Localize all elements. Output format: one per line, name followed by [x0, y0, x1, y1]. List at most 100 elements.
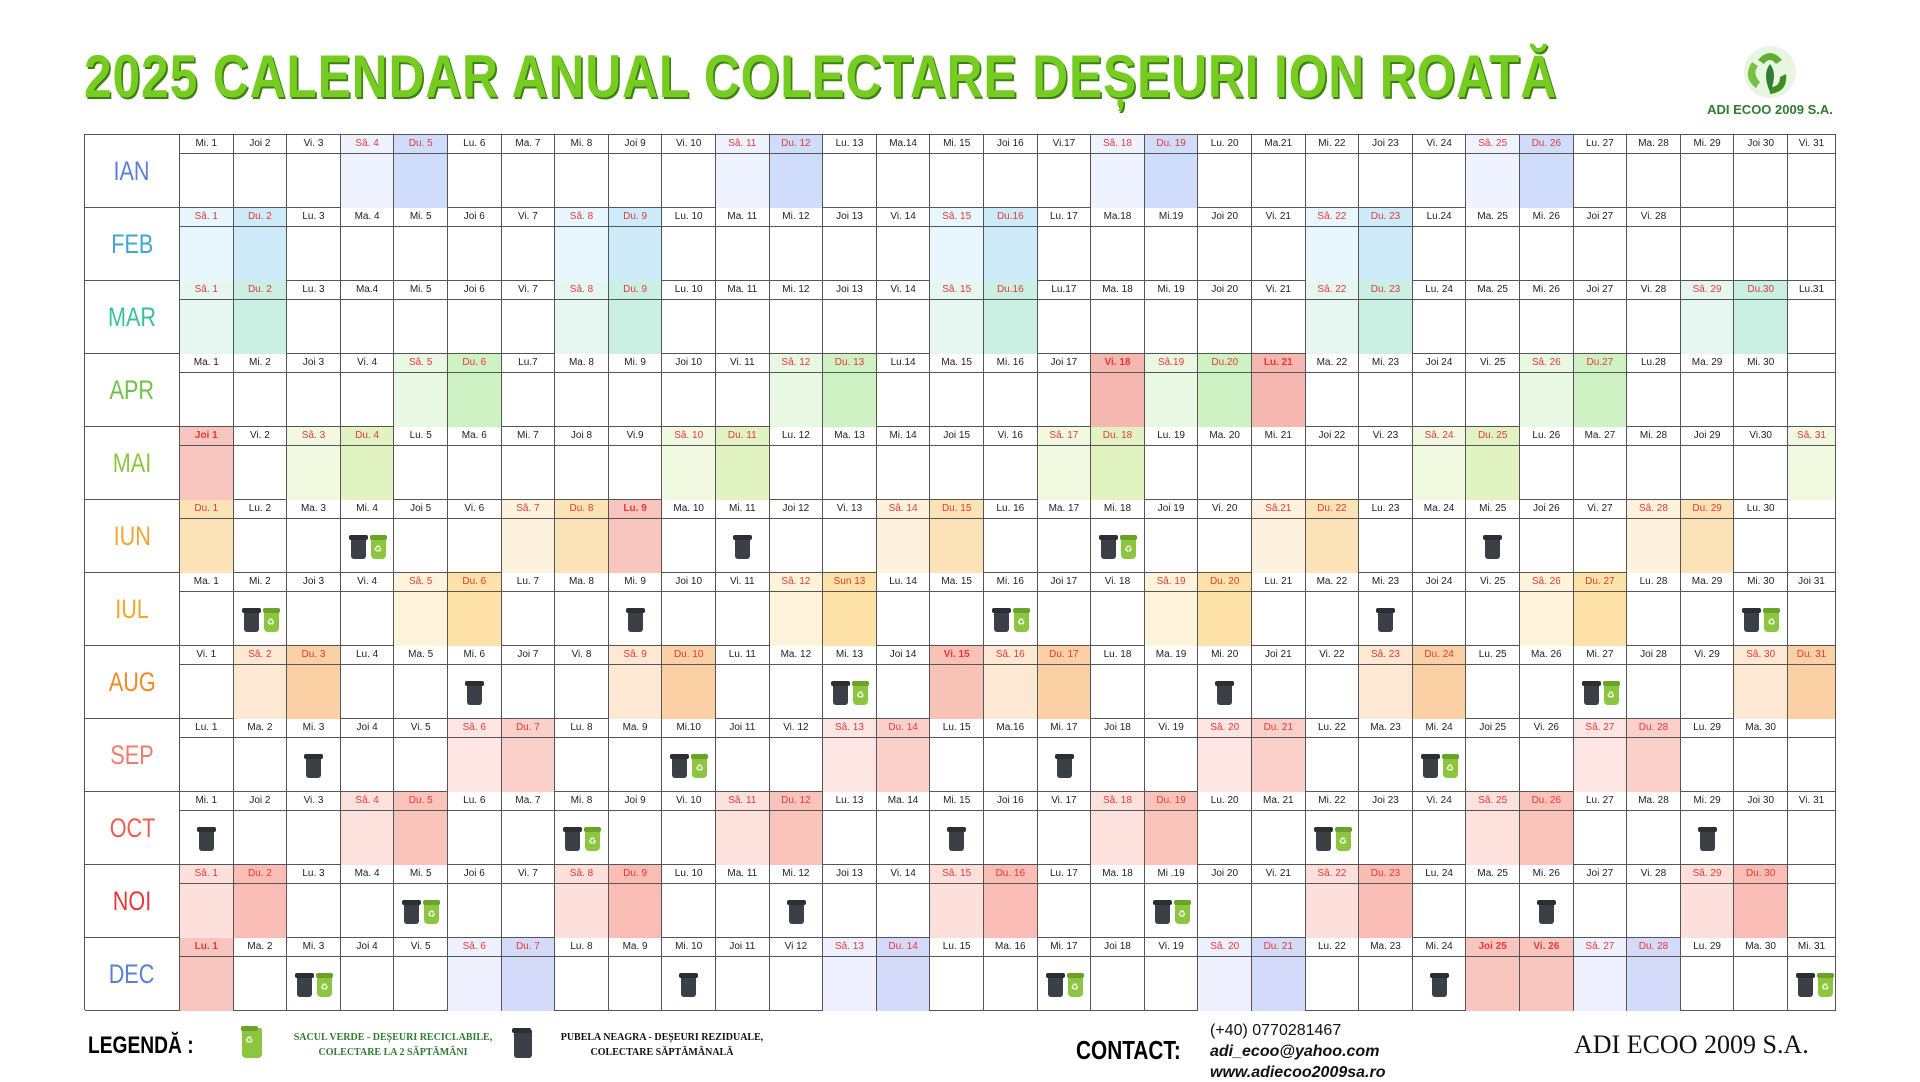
day-body	[769, 811, 823, 865]
day-label: Mi. 22	[1305, 135, 1359, 154]
day-body	[1627, 300, 1680, 354]
day-label: Ma. 18	[1091, 281, 1144, 300]
day-label: Du. 28	[1627, 719, 1680, 738]
day-label: Vi. 10	[662, 135, 715, 154]
day-body	[769, 154, 823, 208]
day-label: Mi. 28	[1627, 427, 1680, 446]
day-body	[984, 665, 1037, 719]
day-cell: Sâ. 8	[555, 208, 609, 281]
day-cell: Lu. 8	[555, 719, 609, 792]
day-cell: Ma. 20	[1198, 427, 1252, 500]
day-cell: Mi. 12	[769, 208, 824, 281]
day-body	[233, 300, 287, 354]
day-cell: Mi. 25	[1466, 500, 1520, 573]
black-bin-icon	[295, 973, 315, 997]
day-body	[1413, 373, 1466, 427]
day-label: Du. 24	[1412, 646, 1466, 665]
day-cell: Ma. 18	[1091, 865, 1145, 938]
month-label: IUN	[113, 520, 151, 551]
day-label: Mi. 8	[555, 135, 608, 154]
day-label: Sâ. 14	[876, 500, 930, 519]
day-cell: Sâ. 5	[394, 573, 448, 646]
day-cell: Du.16	[984, 281, 1038, 354]
day-cell: Ma. 2	[233, 938, 288, 1011]
day-cell: Du.16	[984, 208, 1038, 281]
day-label: Mi. 21	[1252, 427, 1305, 446]
day-label: Sâ. 6	[448, 719, 501, 738]
day-body	[823, 884, 876, 938]
green-bag-icon	[1441, 754, 1459, 778]
day-label: Vi. 5	[394, 938, 447, 957]
day-body	[1305, 884, 1359, 938]
day-cell: Joi 20	[1198, 281, 1252, 354]
day-label: Lu.17	[1037, 281, 1091, 300]
contact-email[interactable]: adi_ecoo@yahoo.com	[1210, 1043, 1380, 1060]
day-label	[1788, 865, 1835, 884]
day-cell: Sâ. 13	[823, 938, 877, 1011]
day-body	[823, 811, 876, 865]
day-body	[341, 300, 394, 354]
day-label: Du. 9	[608, 208, 662, 227]
day-cell: Du. 2	[233, 865, 288, 938]
day-label: Ma. 28	[1627, 135, 1680, 154]
day-cell: Vi. 27	[1573, 500, 1628, 573]
day-cell: Joi 10	[662, 573, 716, 646]
day-cell: Joi 4	[340, 719, 395, 792]
day-body	[341, 665, 394, 719]
page-title: 2025 CALENDAR ANUAL COLECTARE DEȘEURI IO…	[84, 43, 1558, 110]
day-cell: Sâ. 22	[1305, 281, 1360, 354]
day-cell: Joi 6	[448, 281, 502, 354]
day-body	[1788, 738, 1835, 792]
day-cell: Mi. 22	[1305, 135, 1360, 208]
day-cell: Ma. 10	[662, 500, 716, 573]
day-cell: Vi. 19	[1144, 719, 1199, 792]
green-bag-icon	[1602, 681, 1620, 705]
month-name: DEC	[85, 938, 180, 1011]
day-body	[234, 519, 287, 573]
day-cell: Lu.24	[1412, 208, 1467, 281]
day-cell: Joi 27	[1573, 208, 1628, 281]
month-label: NOI	[112, 885, 152, 916]
black-bin-icon	[1420, 754, 1440, 778]
day-body	[394, 884, 447, 938]
day-body	[1198, 446, 1251, 500]
day-label: Ma.16	[984, 719, 1037, 738]
day-body	[448, 811, 501, 865]
day-label: Joi 9	[608, 792, 662, 811]
black-bin-icon	[1697, 827, 1717, 851]
day-body	[1413, 154, 1466, 208]
day-body	[1198, 300, 1251, 354]
day-body	[1144, 154, 1198, 208]
day-cell: Sun 13	[823, 573, 877, 646]
day-body	[1680, 519, 1734, 573]
day-label: Mi. 10	[662, 938, 715, 957]
contact-website[interactable]: www.adiecoo2009sa.ro	[1210, 1064, 1386, 1081]
day-body	[287, 446, 340, 500]
day-cell	[1788, 354, 1836, 427]
day-cell: Vi. 31	[1788, 135, 1836, 208]
day-cell: Du. 12	[769, 135, 824, 208]
black-bin-icon	[1215, 681, 1235, 705]
day-label: Mi .19	[1144, 865, 1198, 884]
day-label: Sâ. 15	[930, 865, 983, 884]
day-label: Joi 20	[1198, 208, 1251, 227]
day-label: Ma. 15	[930, 573, 983, 592]
day-label: Sâ. 23	[1359, 646, 1412, 665]
day-label: Mi. 12	[769, 281, 823, 300]
day-cell: Ma. 25	[1466, 208, 1520, 281]
day-label: Vi. 24	[1412, 792, 1466, 811]
day-label: Joi 8	[555, 427, 608, 446]
day-body	[1788, 957, 1835, 1011]
green-bag-icon	[1334, 827, 1352, 851]
month-name: IAN	[85, 135, 180, 208]
day-cell: Ma. 25	[1466, 865, 1520, 938]
day-label: Ma. 3	[287, 500, 340, 519]
day-body	[1145, 957, 1198, 1011]
day-body	[770, 519, 823, 573]
day-label: Lu.28	[1627, 354, 1680, 373]
day-cell: Mi. 18	[1091, 500, 1145, 573]
day-cell: Vi. 26	[1520, 719, 1574, 792]
day-cell: Ma. 9	[608, 938, 663, 1011]
day-body	[1359, 665, 1412, 719]
day-cell: Sâ. 10	[662, 427, 716, 500]
